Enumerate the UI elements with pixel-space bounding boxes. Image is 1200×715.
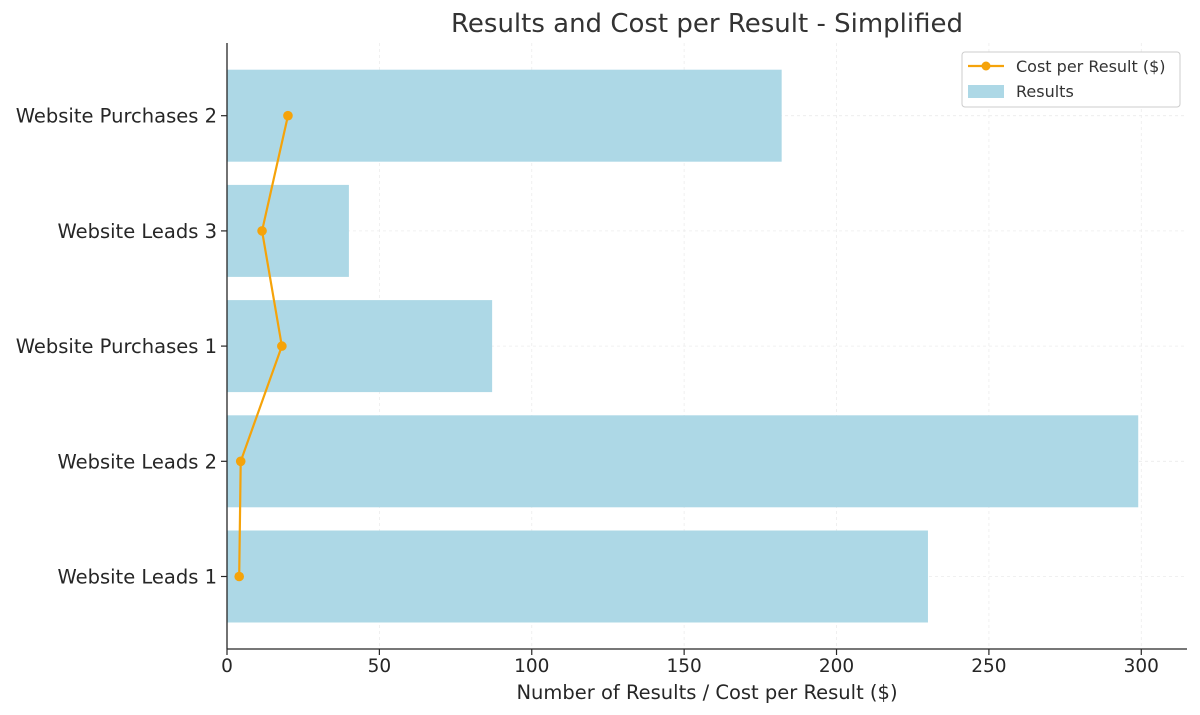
y-tick-label-website-purchases-2: Website Purchases 2 [16,105,217,128]
x-tick-label-150: 150 [666,656,701,677]
cost-point-website-leads-2 [235,456,246,467]
legend: Cost per Result ($) Results [961,51,1181,108]
cost-line [234,110,293,582]
x-tick-label-0: 0 [221,656,233,677]
x-tick-label-300: 300 [1124,656,1159,677]
bar-website-purchases-1 [227,300,493,393]
x-tick-labels: 0 50 100 150 200 250 300 [221,649,1159,677]
bar-website-leads-2 [227,415,1139,508]
bars [227,69,1139,623]
y-tick-labels: Website Leads 1 Website Leads 2 Website Pu… [16,105,227,589]
bar-website-purchases-2 [227,69,782,162]
legend-bar-swatch [968,85,1004,98]
y-tick-label-website-leads-3: Website Leads 3 [57,220,217,243]
x-tick-label-200: 200 [819,656,854,677]
y-tick-label-website-leads-1: Website Leads 1 [57,566,217,589]
x-tick-label-250: 250 [971,656,1006,677]
chart-title: Results and Cost per Result - Simplified [451,9,963,39]
legend-label-cost: Cost per Result ($) [1016,57,1166,76]
legend-frame [961,51,1181,108]
cost-point-website-leads-3 [257,226,267,236]
legend-line-marker [981,61,991,71]
y-tick-label-website-leads-2: Website Leads 2 [57,450,217,473]
legend-label-results: Results [1016,82,1074,101]
x-tick-label-50: 50 [368,656,392,677]
bar-website-leads-1 [227,530,928,623]
x-axis-label: Number of Results / Cost per Result ($) [516,681,897,704]
bar-website-leads-3 [227,184,349,277]
cost-point-website-purchases-2 [283,110,293,121]
cost-point-website-leads-1 [234,571,244,582]
y-tick-label-website-purchases-1: Website Purchases 1 [16,335,217,358]
x-tick-label-100: 100 [514,656,549,677]
cost-point-website-purchases-1 [277,341,287,351]
